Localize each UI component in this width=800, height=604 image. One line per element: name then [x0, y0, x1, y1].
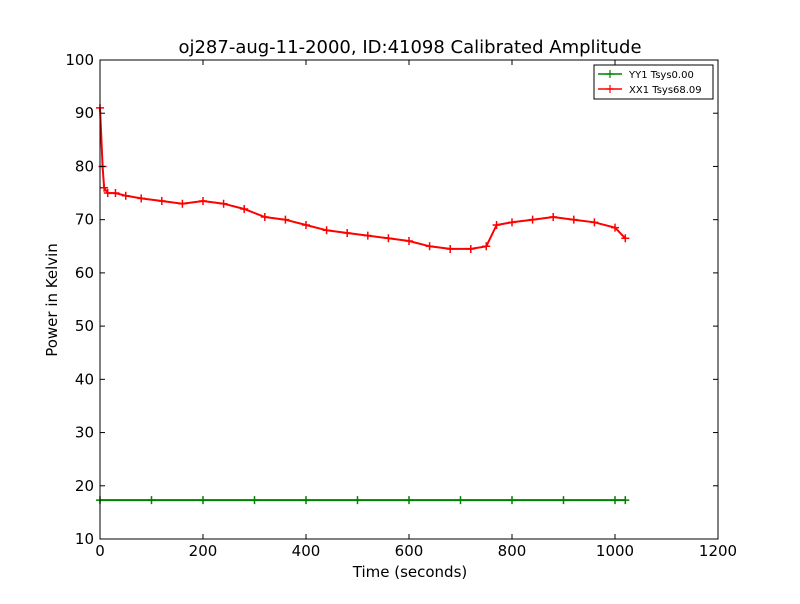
data-point [322, 226, 331, 235]
data-point [569, 215, 578, 224]
y-tick-label: 70 [75, 211, 94, 229]
y-tick-label: 50 [75, 317, 94, 335]
data-point [250, 496, 259, 505]
data-point [590, 218, 599, 227]
data-point [621, 496, 630, 505]
axis-ticks: 0 200 400 600 800 1000 1200 10 20 30 40 50 60 70 80 90 1… [65, 51, 737, 560]
data-point [281, 215, 290, 224]
data-point [219, 199, 228, 208]
legend-entry: XX1 Tsys68.09 [598, 85, 702, 96]
legend-marker [606, 70, 614, 78]
data-point [157, 197, 166, 206]
data-point [121, 191, 130, 200]
data-point [405, 236, 413, 245]
legend-label: XX1 Tsys68.09 [629, 85, 702, 96]
data-point [353, 496, 362, 505]
plot-area [100, 60, 718, 539]
series-layer [96, 103, 630, 505]
data-point [508, 496, 516, 505]
data-point [111, 189, 120, 198]
y-tick-label: 20 [75, 477, 94, 495]
x-tick-label: 200 [189, 542, 218, 560]
data-point [466, 244, 475, 253]
data-point [103, 189, 112, 198]
data-point [260, 213, 269, 222]
y-tick-label: 100 [65, 51, 94, 69]
data-point [559, 496, 568, 505]
data-point [425, 242, 434, 251]
data-point [137, 194, 146, 203]
data-point [100, 183, 109, 192]
y-axis-label: Power in Kelvin [43, 243, 61, 357]
data-point [363, 231, 372, 240]
data-point [549, 213, 558, 222]
plot-background [100, 60, 718, 539]
data-point [199, 496, 207, 505]
data-point [302, 496, 310, 505]
y-tick-label: 60 [75, 264, 94, 282]
y-tick-label: 30 [75, 424, 94, 442]
x-tick-label: 800 [498, 542, 527, 560]
legend: YY1 Tsys0.00 XX1 Tsys68.09 [593, 64, 714, 100]
series-2 [96, 103, 630, 253]
x-tick-label: 400 [292, 542, 321, 560]
x-tick-label: 1200 [699, 542, 737, 560]
data-point [384, 234, 393, 243]
y-tick-label: 90 [75, 104, 94, 122]
data-point [611, 223, 619, 232]
y-tick-label: 40 [75, 370, 94, 388]
data-point [456, 496, 465, 505]
legend-entry: YY1 Tsys0.00 [598, 70, 694, 81]
data-point [528, 215, 537, 224]
data-point [147, 496, 156, 505]
legend-label: YY1 Tsys0.00 [628, 70, 694, 81]
data-point [482, 242, 491, 251]
data-point [240, 205, 249, 214]
data-point [405, 496, 413, 505]
data-point [178, 199, 187, 208]
legend-box [593, 64, 714, 100]
x-tick-label: 600 [395, 542, 424, 560]
series-1 [96, 496, 630, 505]
x-tick-label: 1000 [596, 542, 634, 560]
data-point [508, 218, 516, 227]
data-point [302, 220, 310, 229]
data-point [492, 220, 501, 229]
data-point [446, 244, 455, 253]
x-axis-label: Time (seconds) [352, 563, 468, 581]
y-tick-label: 80 [75, 157, 94, 175]
chart-title: oj287-aug-11-2000, ID:41098 Calibrated A… [178, 37, 641, 58]
data-point [343, 228, 352, 237]
data-point [611, 496, 619, 505]
data-point [199, 197, 207, 206]
x-tick-label: 0 [95, 542, 105, 560]
y-tick-label: 10 [75, 530, 94, 548]
legend-marker [606, 85, 614, 93]
data-point [621, 234, 630, 243]
